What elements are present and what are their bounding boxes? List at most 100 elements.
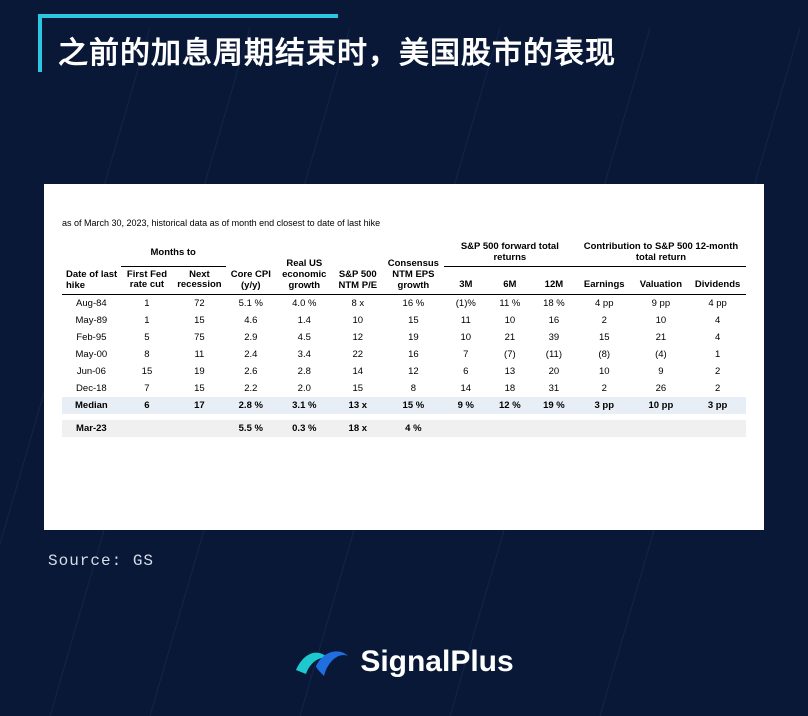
table-cell: 2.2: [226, 380, 276, 397]
title-accent: [38, 14, 338, 72]
table-cell: 2.6: [226, 363, 276, 380]
table-cell: (1)%: [444, 294, 488, 312]
table-cell: 1: [121, 294, 173, 312]
table-cell: 10: [576, 363, 633, 380]
col-firstcut: First Fed rate cut: [121, 267, 173, 295]
table-cell: 12: [333, 329, 383, 346]
table-cell: 7: [121, 380, 173, 397]
table-cell: 5: [121, 329, 173, 346]
table-cell: 11: [173, 346, 225, 363]
table-cell: [488, 420, 532, 437]
table-cell: 16 %: [383, 294, 444, 312]
table-cell: 21: [633, 329, 690, 346]
table-cell: 12 %: [488, 397, 532, 414]
table-row: May-891154.61.410151110162104: [62, 312, 746, 329]
table-cell: 5.1 %: [226, 294, 276, 312]
table-cell: 10 pp: [633, 397, 690, 414]
col-val: Valuation: [633, 267, 690, 295]
table-cell: (4): [633, 346, 690, 363]
table-cell: 2.8: [276, 363, 333, 380]
table-cell: 6: [121, 397, 173, 414]
table-cell: 4.5: [276, 329, 333, 346]
table-cell: Aug-84: [62, 294, 121, 312]
table-row: Feb-955752.94.5121910213915214: [62, 329, 746, 346]
table-row: May-008112.43.422167(7)(11)(8)(4)1: [62, 346, 746, 363]
table-cell: 2: [576, 312, 633, 329]
col-3m: 3M: [444, 267, 488, 295]
source-label: Source: GS: [48, 552, 154, 570]
table-row: Dec-187152.22.01581418312262: [62, 380, 746, 397]
table-cell: Dec-18: [62, 380, 121, 397]
table-cell: 21: [488, 329, 532, 346]
col-pe: S&P 500 NTM P/E: [333, 238, 383, 294]
table-cell: 10: [333, 312, 383, 329]
grp-contrib: Contribution to S&P 500 12-month total r…: [576, 238, 746, 267]
asof-note: as of March 30, 2023, historical data as…: [62, 218, 746, 228]
table-cell: 10: [444, 329, 488, 346]
table-cell: 75: [173, 329, 225, 346]
table-cell: 2.8 %: [226, 397, 276, 414]
brand-logo-icon: [294, 642, 350, 682]
col-cpi: Core CPI (y/y): [226, 238, 276, 294]
table-cell: 8 x: [333, 294, 383, 312]
table-cell: [121, 420, 173, 437]
table-cell: 11: [444, 312, 488, 329]
table-cell: 2: [689, 380, 746, 397]
table-cell: 19: [173, 363, 225, 380]
table-cell: 4 pp: [689, 294, 746, 312]
table-cell: 18 %: [532, 294, 576, 312]
table-cell: 8: [121, 346, 173, 363]
table-cell: (8): [576, 346, 633, 363]
table-cell: 4: [689, 312, 746, 329]
table-cell: 3 pp: [689, 397, 746, 414]
table-cell: 2.0: [276, 380, 333, 397]
table-cell: 1: [121, 312, 173, 329]
table-cell: 2.9: [226, 329, 276, 346]
table-cell: 1.4: [276, 312, 333, 329]
brand-text: SignalPlus: [360, 645, 513, 679]
table-cell: 17: [173, 397, 225, 414]
table-cell: 5.5 %: [226, 420, 276, 437]
grp-returns: S&P 500 forward total returns: [444, 238, 576, 267]
table-cell: 16: [383, 346, 444, 363]
table-cell: 10: [633, 312, 690, 329]
table-cell: 14: [333, 363, 383, 380]
col-recession: Next recession: [173, 267, 225, 295]
table-cell: 11 %: [488, 294, 532, 312]
table-cell: 9 %: [444, 397, 488, 414]
table-cell: [689, 420, 746, 437]
table-cell: 15: [576, 329, 633, 346]
table-cell: 18: [488, 380, 532, 397]
table-cell: 12: [383, 363, 444, 380]
table-cell: Mar-23: [62, 420, 121, 437]
table-cell: 72: [173, 294, 225, 312]
table-cell: 2: [576, 380, 633, 397]
table-cell: 15 %: [383, 397, 444, 414]
table-cell: 13 x: [333, 397, 383, 414]
col-date: Date of last hike: [62, 238, 121, 294]
table-cell: 20: [532, 363, 576, 380]
table-cell: [576, 420, 633, 437]
table-cell: 15: [173, 312, 225, 329]
table-cell: Jun-06: [62, 363, 121, 380]
table-cell: 2.4: [226, 346, 276, 363]
table-cell: 8: [383, 380, 444, 397]
brand: SignalPlus: [0, 642, 808, 682]
table-cell: 15: [121, 363, 173, 380]
table-cell: 0.3 %: [276, 420, 333, 437]
col-earn: Earnings: [576, 267, 633, 295]
table-cell: 15: [333, 380, 383, 397]
table-cell: 4.6: [226, 312, 276, 329]
table-cell: [532, 420, 576, 437]
table-cell: 6: [444, 363, 488, 380]
table-cell: 22: [333, 346, 383, 363]
table-cell: 13: [488, 363, 532, 380]
table-cell: 2: [689, 363, 746, 380]
table-cell: 14: [444, 380, 488, 397]
table-cell: 9: [633, 363, 690, 380]
table-cell: May-89: [62, 312, 121, 329]
table-cell: 1: [689, 346, 746, 363]
table-cell: 4: [689, 329, 746, 346]
table-cell: 19: [383, 329, 444, 346]
table-cell: Feb-95: [62, 329, 121, 346]
